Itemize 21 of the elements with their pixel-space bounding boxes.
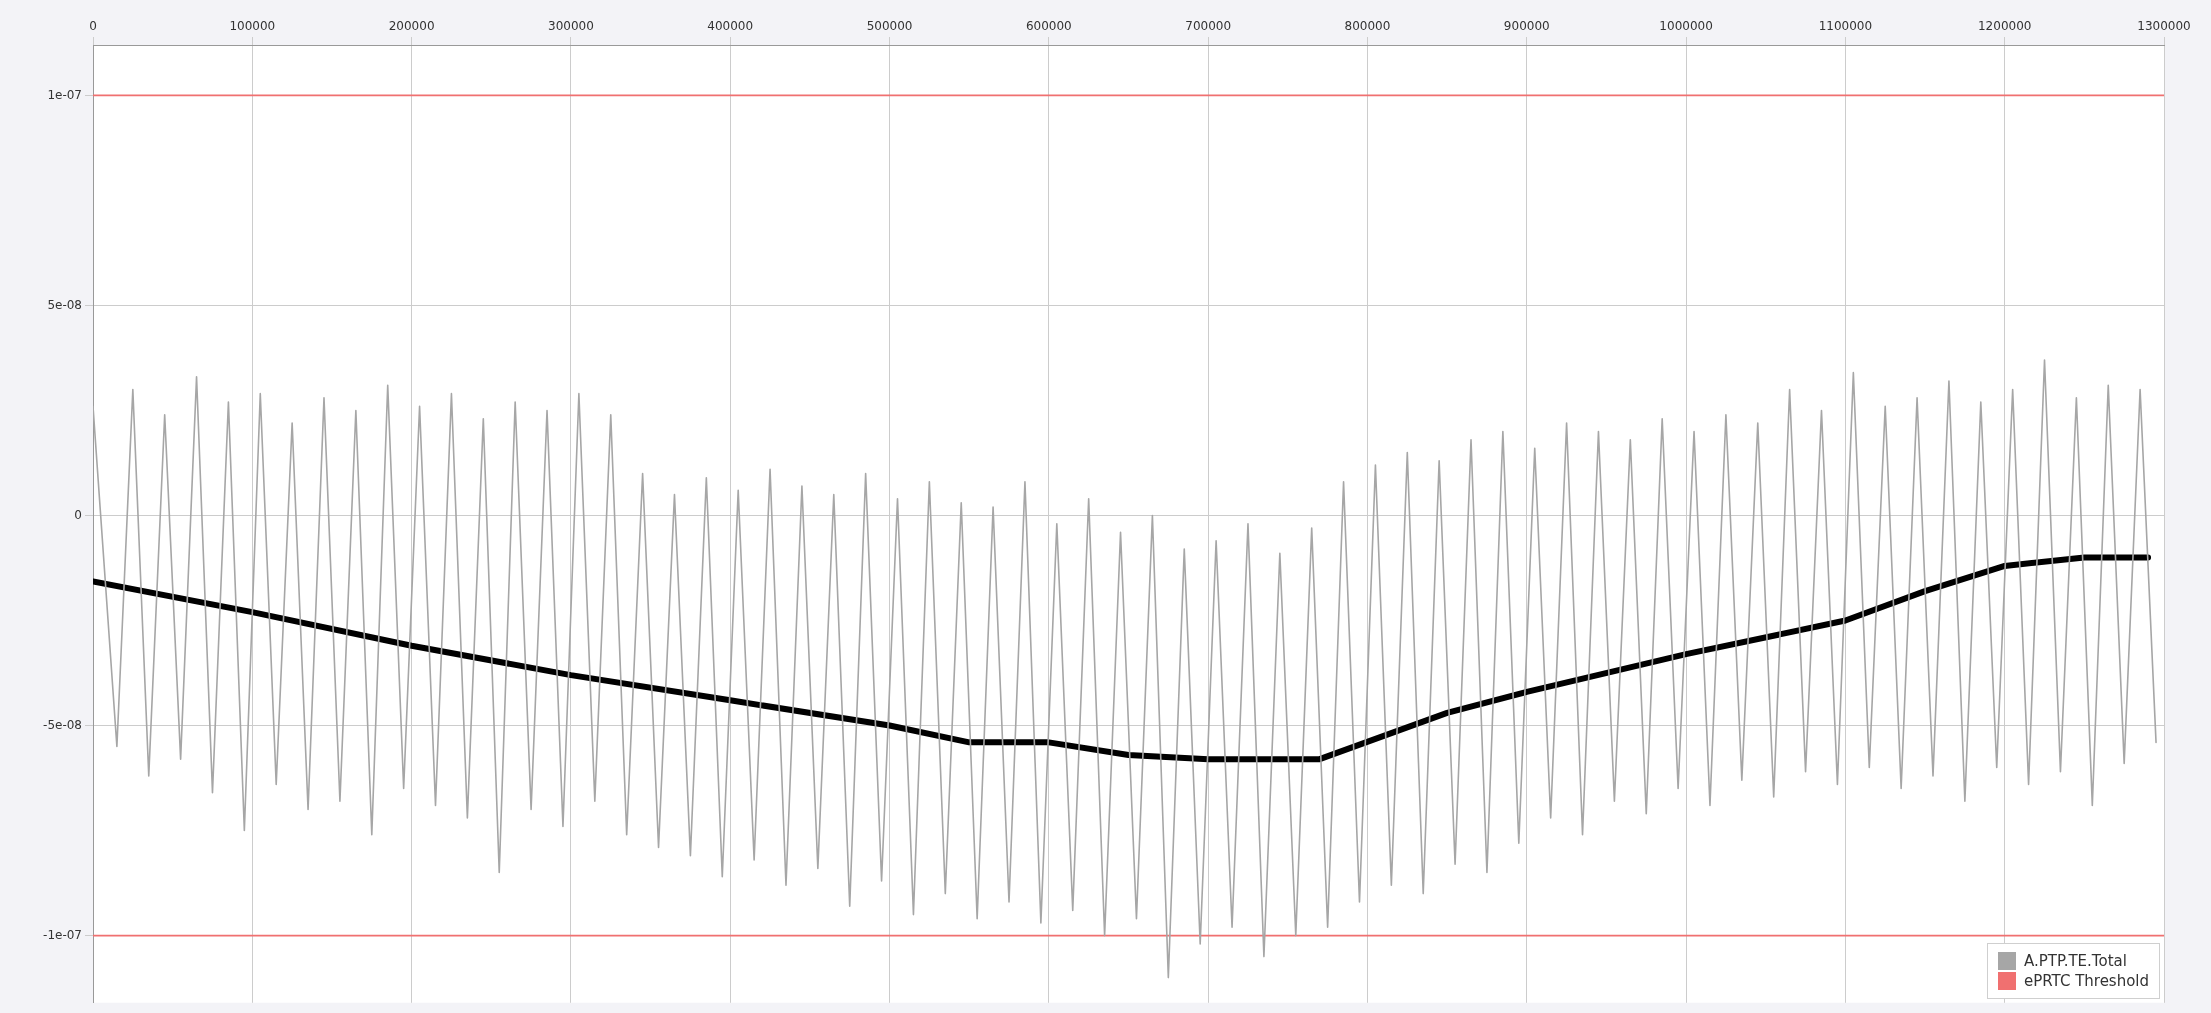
- x-tick-label: 300000: [548, 18, 594, 33]
- y-tick-label: -1e-07: [43, 927, 82, 942]
- x-tick-label: 100000: [229, 18, 276, 33]
- x-tick-label: 0: [89, 18, 97, 33]
- x-tick-label: 600000: [1025, 18, 1072, 33]
- x-tick-label: 900000: [1503, 18, 1550, 33]
- legend-label: A.PTP.TE.Total: [2024, 951, 2127, 970]
- x-tick-label: 200000: [388, 18, 435, 33]
- y-tick-label: 5e-08: [47, 297, 82, 312]
- x-tick-label: 400000: [707, 18, 754, 33]
- x-tick-label: 500000: [866, 18, 913, 33]
- x-tick-label: 800000: [1344, 18, 1391, 33]
- x-tick-label: 1300000: [2137, 18, 2191, 33]
- x-tick-label: 1200000: [1977, 18, 2032, 33]
- legend-label: ePRTC Threshold: [2024, 971, 2150, 990]
- x-tick-label: 1000000: [1659, 18, 1713, 33]
- x-tick-label: 700000: [1185, 18, 1232, 33]
- y-tick-label: 1e-07: [47, 87, 82, 102]
- y-tick-label: -5e-08: [43, 717, 82, 732]
- y-tick-label: 0: [74, 507, 82, 522]
- x-tick-label: 1100000: [1818, 18, 1873, 33]
